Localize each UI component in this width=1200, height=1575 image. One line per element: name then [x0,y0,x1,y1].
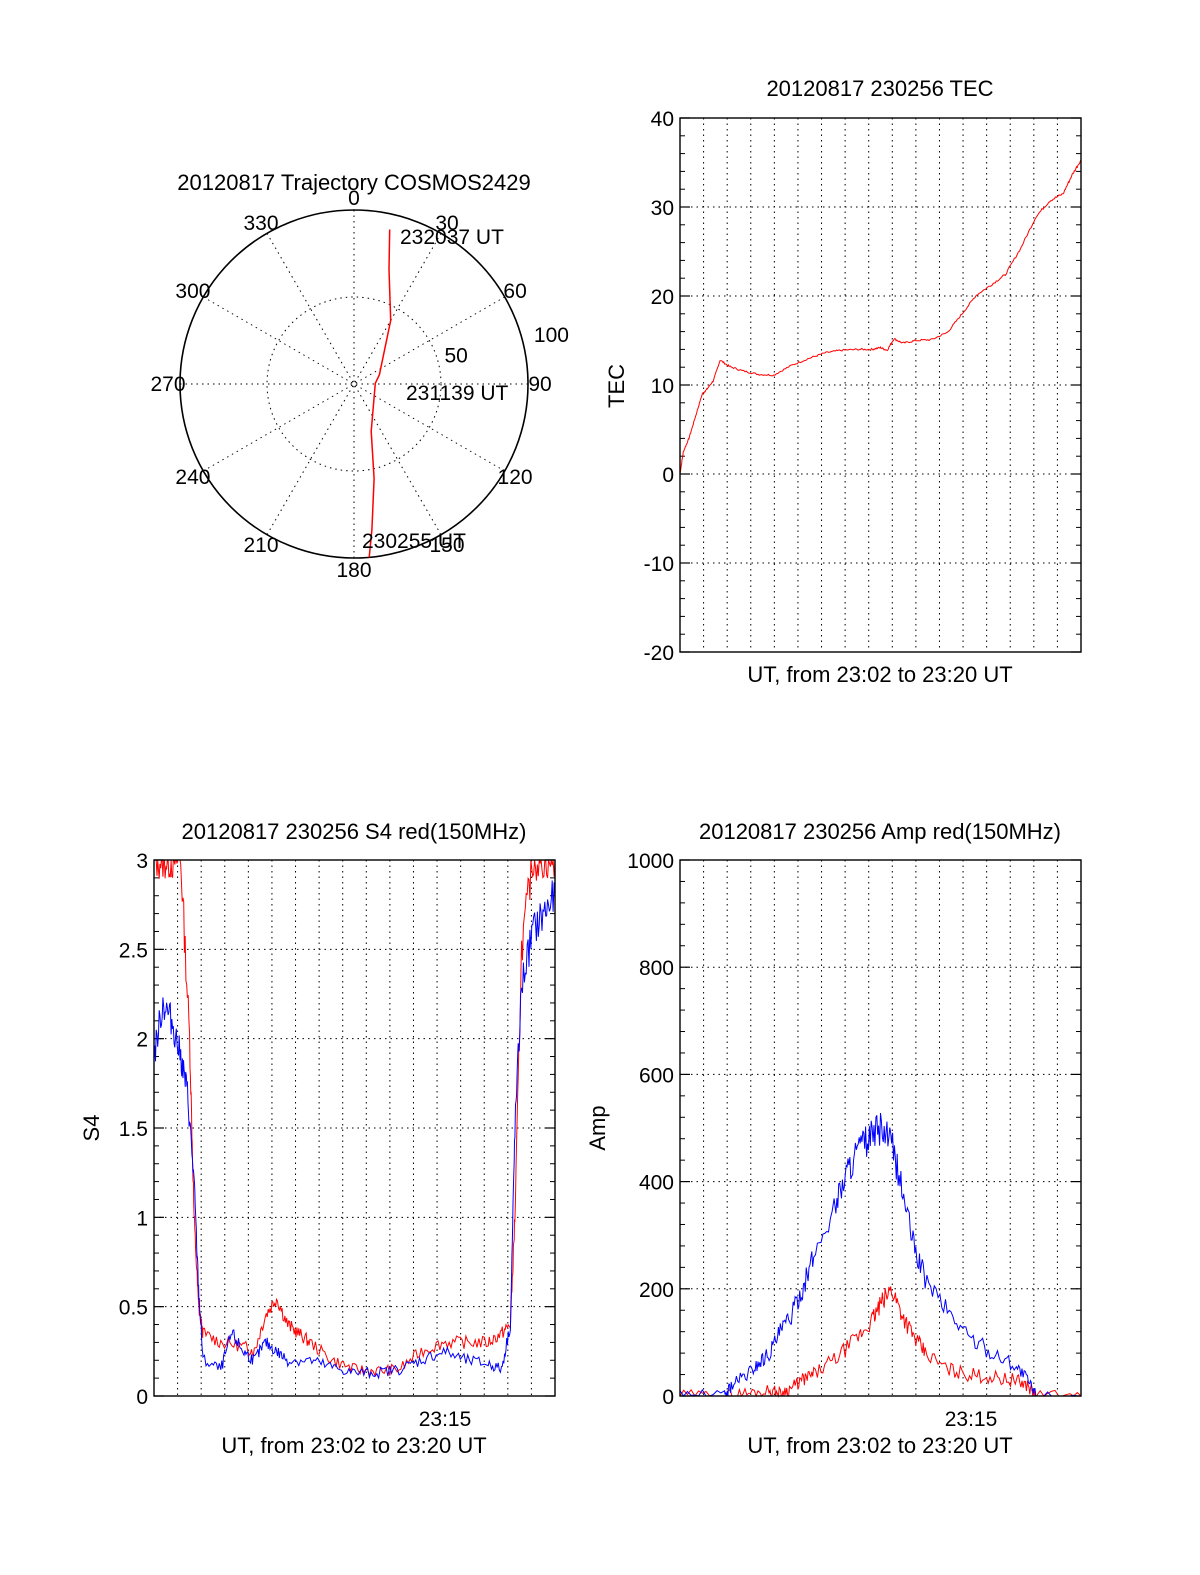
y-tick-label: 1000 [627,850,674,873]
s4-xlabel: UT, from 23:02 to 23:20 UT [221,1433,486,1458]
radial-label: 100 [534,324,569,347]
azimuth-label: 150 [429,534,464,557]
y-tick-label: 10 [651,375,674,398]
tec-xlabel: UT, from 23:02 to 23:20 UT [747,662,1012,687]
y-tick-label: 2 [136,1029,148,1052]
annotation-230255: 230255 UT [362,530,466,553]
amp-plot-frame [679,859,1082,1397]
y-tick-label: 0.5 [119,1297,148,1320]
azimuth-label: 120 [498,466,533,489]
series-line-0 [679,159,1082,475]
series-line-1 [679,1112,1081,1397]
tec-ylabel: TEC [604,364,629,408]
y-tick-label: 20 [651,286,674,309]
s4-xtick-2315: 23:15 [419,1408,472,1431]
azimuth-label: 240 [175,466,210,489]
amp-xlabel: UT, from 23:02 to 23:20 UT [747,1433,1012,1458]
tec-plot-frame [679,117,1082,653]
amp-panel: 20120817 230256 Amp red(150MHz) 0 200 400 6… [585,819,1082,1458]
y-tick-label: 0 [662,1386,674,1409]
s4-ylabel: S4 [79,1115,104,1142]
trajectory-line [368,229,392,558]
y-tick-label: 1.5 [119,1118,148,1141]
tec-title: 20120817 230256 TEC [766,76,993,101]
amp-ylabel: Amp [585,1105,610,1150]
trajectory-title: 20120817 Trajectory COSMOS2429 [177,170,530,195]
azimuth-label: 60 [503,280,526,303]
series-line-0 [679,1286,1082,1398]
azimuth-label: 90 [528,373,551,396]
radial-label: 50 [444,344,467,367]
y-tick-label: 400 [639,1172,674,1195]
y-tick-label: 40 [651,108,674,131]
y-tick-label: -10 [644,553,674,576]
tec-panel: 20120817 230256 TEC -20 -10 0 10 20 30 40 UT, … [604,76,1082,687]
annotation-232037: 232037 UT [400,226,504,249]
y-tick-label: 200 [639,1279,674,1302]
y-tick-label: 600 [639,1064,674,1087]
y-tick-label: 2.5 [119,939,148,962]
s4-title: 20120817 230256 S4 red(150MHz) [182,819,527,844]
y-tick-label: 0 [136,1386,148,1409]
azimuth-label: 300 [175,280,210,303]
s4-plot-frame [153,859,556,1397]
s4-panel: 20120817 230256 S4 red(150MHz) 0 0.5 1 1.5 2… [79,819,556,1458]
y-tick-label: 30 [651,197,674,220]
y-tick-label: 1 [136,1207,148,1230]
amp-xtick-2315: 23:15 [945,1408,998,1431]
azimuth-label: 270 [150,373,185,396]
series-line-1 [153,880,556,1380]
azimuth-label: 210 [243,534,278,557]
series-line-0 [154,859,556,1378]
trajectory-panel: 20120817 Trajectory COSMOS2429 0 30 60 90 12… [150,170,568,582]
y-tick-label: 800 [639,957,674,980]
azimuth-label: 180 [336,559,371,582]
y-tick-label: 3 [136,850,148,873]
polar-inner-circle [266,296,442,472]
y-tick-label: 0 [662,464,674,487]
amp-title: 20120817 230256 Amp red(150MHz) [699,819,1061,844]
azimuth-label: 30 [435,212,458,235]
y-tick-label: -20 [644,642,674,665]
azimuth-label: 0 [348,187,360,210]
annotation-231139: 231139 UT [406,382,509,405]
azimuth-label: 330 [243,212,278,235]
